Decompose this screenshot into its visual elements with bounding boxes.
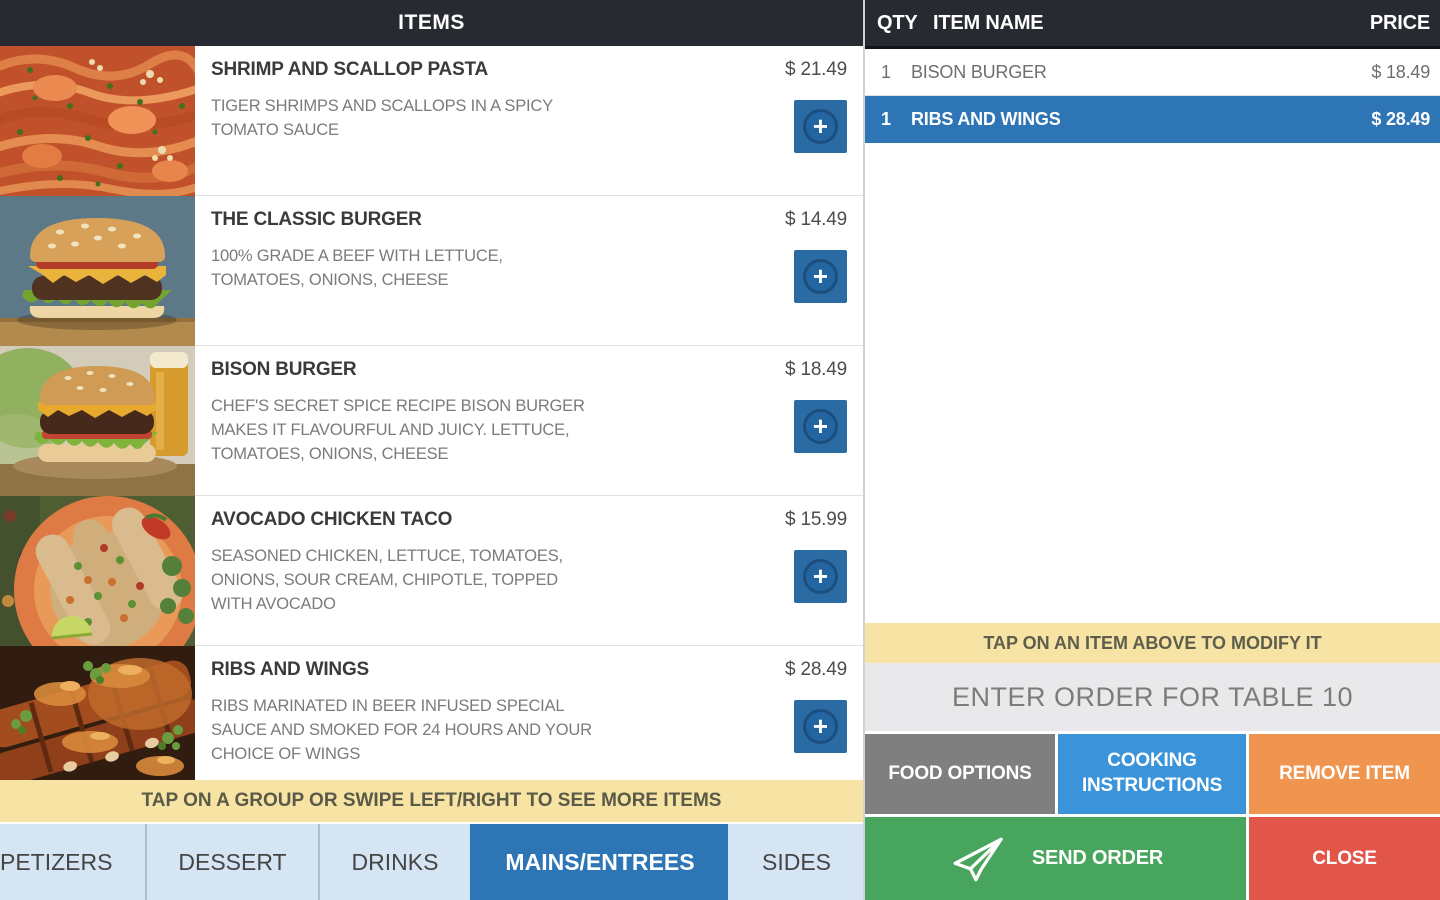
menu-panel: ITEMS bbox=[0, 0, 863, 900]
add-item-button[interactable]: + bbox=[794, 400, 847, 453]
tab-sides[interactable]: SIDES bbox=[728, 824, 863, 900]
tab-label: DESSERT bbox=[178, 848, 287, 875]
order-action-buttons: FOOD OPTIONS COOKING INSTRUCTIONS REMOVE… bbox=[865, 731, 1440, 900]
remove-item-button[interactable]: REMOVE ITEM bbox=[1249, 734, 1440, 814]
menu-item-name: AVOCADO CHICKEN TACO bbox=[211, 509, 453, 530]
items-header: ITEMS bbox=[0, 0, 863, 46]
food-options-button[interactable]: FOOD OPTIONS bbox=[865, 734, 1055, 814]
order-row-qty: 1 bbox=[881, 61, 891, 82]
shrimp-pasta-photo bbox=[0, 46, 195, 196]
tab-drinks[interactable]: DRINKS bbox=[318, 824, 470, 900]
ribs-and-wings-photo bbox=[0, 646, 195, 780]
send-order-button[interactable]: SEND ORDER bbox=[865, 817, 1246, 900]
group-swipe-hint-text: TAP ON A GROUP OR SWIPE LEFT/RIGHT TO SE… bbox=[141, 790, 722, 811]
tab-label: PETIZERS bbox=[0, 848, 113, 875]
tab-mains-entrees[interactable]: MAINS/ENTREES bbox=[470, 824, 728, 900]
close-button[interactable]: CLOSE bbox=[1249, 817, 1440, 900]
menu-item-price: $ 21.49 bbox=[785, 59, 847, 80]
menu-item-name: RIBS AND WINGS bbox=[211, 659, 369, 680]
menu-list[interactable]: SHRIMP AND SCALLOP PASTA $ 21.49 TIGER S… bbox=[0, 46, 863, 780]
paper-plane-icon bbox=[953, 837, 1003, 881]
price-column-header: PRICE bbox=[1369, 11, 1430, 34]
order-row-name: RIBS AND WINGS bbox=[911, 108, 1061, 129]
menu-item-classic-burger[interactable]: THE CLASSIC BURGER $ 14.49 100% GRADE A … bbox=[0, 196, 863, 346]
menu-item-body: AVOCADO CHICKEN TACO $ 15.99 SEASONED CH… bbox=[195, 496, 863, 645]
add-item-button[interactable]: + bbox=[794, 550, 847, 603]
plus-icon: + bbox=[803, 259, 838, 294]
tab-dessert[interactable]: DESSERT bbox=[145, 824, 318, 900]
menu-item-description: SEASONED CHICKEN, LETTUCE, TOMATOES, ONI… bbox=[211, 547, 563, 613]
category-tab-bar: PETIZERS DESSERT DRINKS MAINS/ENTREES SI… bbox=[0, 822, 863, 900]
menu-item-name: SHRIMP AND SCALLOP PASTA bbox=[211, 59, 489, 80]
order-panel: QTY ITEM NAME PRICE 1 BISON BURGER $ 18.… bbox=[863, 0, 1440, 900]
menu-item-name: BISON BURGER bbox=[211, 359, 357, 380]
cooking-instructions-button[interactable]: COOKING INSTRUCTIONS bbox=[1058, 734, 1246, 814]
qty-column-header: QTY bbox=[877, 11, 918, 34]
menu-item-body: THE CLASSIC BURGER $ 14.49 100% GRADE A … bbox=[195, 196, 863, 345]
order-table-header: QTY ITEM NAME PRICE bbox=[865, 0, 1440, 49]
bison-burger-photo bbox=[0, 346, 195, 496]
add-item-button[interactable]: + bbox=[794, 700, 847, 753]
menu-item-avocado-chicken-taco[interactable]: AVOCADO CHICKEN TACO $ 15.99 SEASONED CH… bbox=[0, 496, 863, 646]
plus-icon: + bbox=[803, 109, 838, 144]
items-header-title: ITEMS bbox=[398, 11, 465, 34]
menu-item-description: TIGER SHRIMPS AND SCALLOPS IN A SPICY TO… bbox=[211, 97, 553, 139]
menu-item-body: RIBS AND WINGS $ 28.49 RIBS MARINATED IN… bbox=[195, 646, 863, 780]
tab-label: SIDES bbox=[761, 848, 832, 875]
modify-item-hint: TAP ON AN ITEM ABOVE TO MODIFY IT bbox=[865, 623, 1440, 663]
add-item-button[interactable]: + bbox=[794, 100, 847, 153]
order-for-table-label: ENTER ORDER FOR TABLE 10 bbox=[865, 663, 1440, 731]
order-row-price: $ 18.49 bbox=[1371, 61, 1430, 82]
menu-item-price: $ 28.49 bbox=[785, 659, 847, 680]
order-row-bison-burger[interactable]: 1 BISON BURGER $ 18.49 bbox=[865, 49, 1440, 96]
group-swipe-hint: TAP ON A GROUP OR SWIPE LEFT/RIGHT TO SE… bbox=[0, 780, 863, 822]
order-for-table-text: ENTER ORDER FOR TABLE 10 bbox=[951, 681, 1354, 712]
menu-item-description: RIBS MARINATED IN BEER INFUSED SPECIAL S… bbox=[211, 697, 592, 763]
avocado-taco-photo bbox=[0, 496, 195, 646]
order-row-ribs-and-wings[interactable]: 1 RIBS AND WINGS $ 28.49 bbox=[865, 96, 1440, 143]
classic-burger-photo bbox=[0, 196, 195, 346]
tab-label: DRINKS bbox=[351, 848, 439, 875]
menu-item-price: $ 18.49 bbox=[785, 359, 847, 380]
order-row-price: $ 28.49 bbox=[1371, 108, 1430, 129]
menu-item-ribs-and-wings[interactable]: RIBS AND WINGS $ 28.49 RIBS MARINATED IN… bbox=[0, 646, 863, 780]
order-list-empty-area bbox=[865, 143, 1440, 623]
plus-icon: + bbox=[803, 409, 838, 444]
menu-item-price: $ 14.49 bbox=[785, 209, 847, 230]
order-row-name: BISON BURGER bbox=[911, 61, 1047, 82]
menu-item-description: CHEF'S SECRET SPICE RECIPE BISON BURGER … bbox=[211, 397, 585, 463]
menu-item-body: BISON BURGER $ 18.49 CHEF'S SECRET SPICE… bbox=[195, 346, 863, 495]
tab-label: MAINS/ENTREES bbox=[505, 848, 695, 875]
send-order-label: SEND ORDER bbox=[1031, 847, 1164, 869]
plus-icon: + bbox=[803, 709, 838, 744]
menu-item-price: $ 15.99 bbox=[785, 509, 847, 530]
item-name-column-header: ITEM NAME bbox=[933, 11, 1044, 34]
menu-item-body: SHRIMP AND SCALLOP PASTA $ 21.49 TIGER S… bbox=[195, 46, 863, 195]
menu-item-description: 100% GRADE A BEEF WITH LETTUCE, TOMATOES… bbox=[211, 247, 503, 289]
tab-appetizers[interactable]: PETIZERS bbox=[0, 824, 145, 900]
menu-item-bison-burger[interactable]: BISON BURGER $ 18.49 CHEF'S SECRET SPICE… bbox=[0, 346, 863, 496]
order-row-qty: 1 bbox=[881, 108, 891, 129]
plus-icon: + bbox=[803, 559, 838, 594]
modify-item-hint-text: TAP ON AN ITEM ABOVE TO MODIFY IT bbox=[983, 632, 1322, 653]
add-item-button[interactable]: + bbox=[794, 250, 847, 303]
menu-item-shrimp-and-scallop-pasta[interactable]: SHRIMP AND SCALLOP PASTA $ 21.49 TIGER S… bbox=[0, 46, 863, 196]
menu-item-name: THE CLASSIC BURGER bbox=[211, 209, 422, 230]
